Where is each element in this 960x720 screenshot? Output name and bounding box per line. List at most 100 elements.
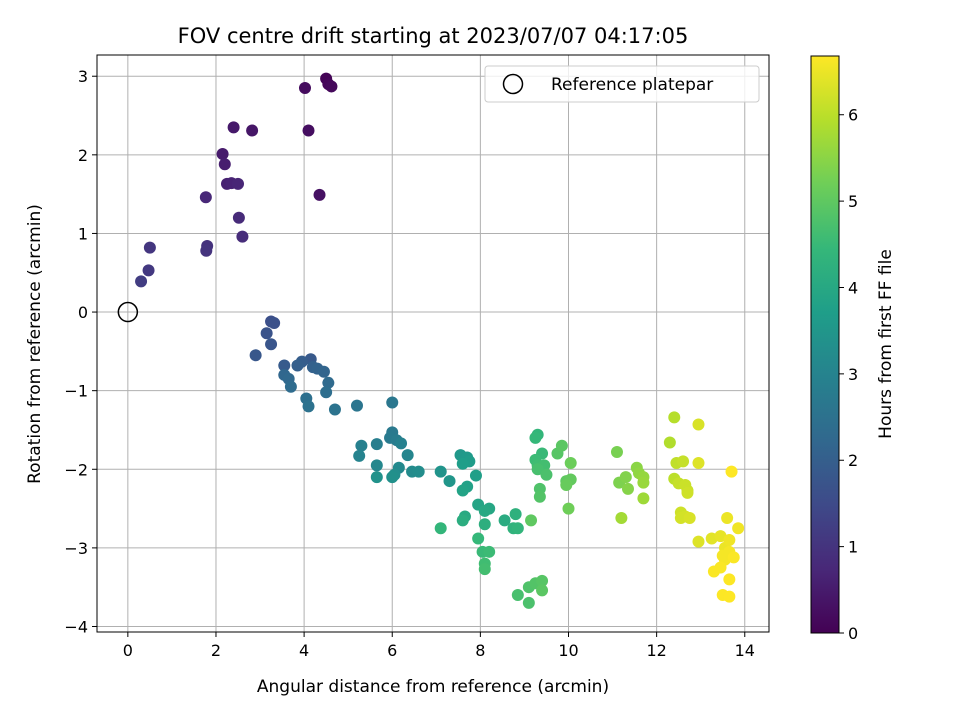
scatter-point: [663, 436, 676, 449]
scatter-point: [236, 230, 249, 243]
scatter-point: [298, 82, 311, 95]
scatter-point: [386, 471, 399, 484]
scatter-point: [531, 463, 544, 476]
legend: Reference platepar: [484, 65, 760, 103]
x-tick-label: 6: [387, 641, 397, 660]
colorbar: 0 1 2 3 4 5 6 Hours from first FF file: [810, 55, 896, 643]
y-tick-label: −4: [64, 617, 88, 636]
scatter-point: [721, 512, 734, 525]
scatter-point: [483, 545, 496, 558]
colorbar-gradient: [810, 55, 840, 634]
colorbar-tick-label: 5: [848, 192, 858, 211]
x-tick-label: 2: [211, 641, 221, 660]
scatter-point: [249, 349, 262, 362]
y-axis-label: Rotation from reference (arcmin): [25, 204, 45, 484]
scatter-point: [560, 478, 573, 491]
y-tick-label: 3: [78, 67, 88, 86]
scatter-point: [278, 359, 291, 372]
scatter-point: [284, 380, 297, 393]
scatter-point: [509, 508, 522, 521]
scatter-point: [291, 359, 304, 372]
scatter-point: [434, 522, 447, 535]
scatter-point: [469, 469, 482, 482]
y-tick-label: 0: [78, 303, 88, 322]
colorbar-tick-label: 6: [848, 106, 858, 125]
scatter-point: [456, 457, 469, 470]
scatter-point: [533, 490, 546, 503]
scatter-point: [723, 534, 736, 547]
scatter-point: [218, 158, 231, 171]
scatter-point: [555, 439, 568, 452]
scatter-point: [265, 338, 278, 351]
scatter-point: [692, 535, 705, 548]
scatter-point: [322, 376, 335, 389]
scatter-point: [370, 438, 383, 451]
scatter-point: [401, 449, 414, 462]
y-axis-ticks: −4 −3 −2 −1 0 1 2 3: [64, 67, 97, 636]
x-tick-label: 10: [558, 641, 578, 660]
scatter-point: [723, 590, 736, 603]
scatter-point: [143, 241, 156, 254]
scatter-point: [355, 439, 368, 452]
x-tick-label: 4: [299, 641, 309, 660]
colorbar-tick-label: 4: [848, 278, 858, 297]
scatter-point: [621, 482, 634, 495]
y-tick-label: −1: [64, 382, 88, 401]
scatter-point: [227, 121, 240, 134]
x-axis-ticks: 0 2 4 6 8 10 12 14: [123, 632, 755, 660]
scatter-point: [615, 512, 628, 525]
colorbar-tick-label: 0: [848, 624, 858, 643]
scatter-point: [350, 399, 363, 412]
scatter-point: [200, 244, 213, 257]
legend-label-reference: Reference platepar: [551, 75, 713, 95]
scatter-point: [723, 573, 736, 586]
colorbar-tick-label: 2: [848, 451, 858, 470]
scatter-point: [412, 465, 425, 478]
colorbar-label: Hours from first FF file: [876, 249, 896, 439]
y-tick-label: −2: [64, 460, 88, 479]
y-tick-label: 1: [78, 224, 88, 243]
scatter-point: [320, 386, 333, 399]
scatter-point: [610, 445, 623, 458]
scatter-point: [725, 465, 738, 478]
scatter-point: [677, 455, 690, 468]
scatter-point: [536, 584, 549, 597]
reference-marker-layer: [117, 301, 139, 323]
colorbar-ticks: 0 1 2 3 4 5 6: [839, 106, 858, 643]
scatter-point: [637, 476, 650, 489]
colorbar-tick-label: 1: [848, 538, 858, 557]
scatter-points: [135, 72, 745, 609]
scatter-point: [525, 514, 538, 527]
scatter-point: [313, 188, 326, 201]
scatter-point: [216, 148, 229, 161]
legend-box: [484, 65, 760, 103]
scatter-point: [317, 365, 330, 378]
scatter-point: [714, 561, 727, 574]
scatter-point: [434, 465, 447, 478]
x-tick-label: 8: [475, 641, 485, 660]
scatter-point: [199, 191, 212, 204]
scatter-point: [232, 211, 245, 224]
scatter-point: [511, 522, 524, 535]
scatter-point: [727, 551, 740, 564]
scatter-point: [498, 514, 511, 527]
grid: [97, 55, 769, 632]
scatter-point: [511, 589, 524, 602]
scatter-point: [135, 275, 148, 288]
y-tick-label: −3: [64, 539, 88, 558]
colorbar-tick-label: 3: [848, 365, 858, 384]
x-tick-label: 12: [646, 641, 666, 660]
scatter-point: [386, 396, 399, 409]
y-tick-label: 2: [78, 146, 88, 165]
scatter-point: [472, 532, 485, 545]
scatter-point: [456, 514, 469, 527]
reference-platepar-marker: [117, 301, 139, 323]
scatter-point: [246, 124, 259, 137]
scatter-point: [395, 437, 408, 450]
scatter-point: [302, 400, 315, 413]
scatter-point: [443, 475, 456, 488]
scatter-point: [478, 518, 491, 531]
scatter-point: [268, 317, 281, 330]
scatter-point: [692, 456, 705, 469]
